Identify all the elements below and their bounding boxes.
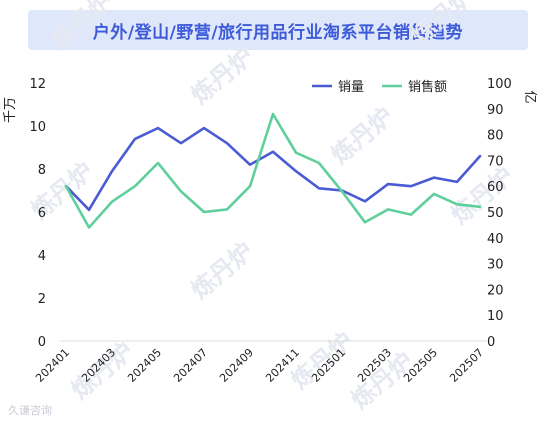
y-right-tick-label: 100 <box>487 77 512 92</box>
chart-title-bar: 户外/登山/野营/旅行用品行业淘系平台销售趋势 <box>28 10 528 50</box>
y-right-tick-label: 0 <box>487 335 495 350</box>
y-right-tick-label: 70 <box>487 154 504 169</box>
x-tick-label: 202507 <box>447 346 486 385</box>
y-left-tick-label: 10 <box>29 120 46 135</box>
y-right-tick-label: 90 <box>487 103 504 118</box>
y-left-tick-label: 2 <box>38 292 46 307</box>
watermark-text: 炼丹炉 <box>46 0 119 55</box>
x-tick-label: 202409 <box>217 346 256 385</box>
watermark-text: 炼丹炉 <box>446 162 519 230</box>
x-tick-label: 202407 <box>171 346 210 385</box>
y-right-tick-label: 10 <box>487 309 504 324</box>
watermark-text: 炼丹炉 <box>406 0 479 50</box>
y-right-tick-label: 60 <box>487 180 504 195</box>
watermark-text: 炼丹炉 <box>186 237 259 305</box>
series-line-revenue <box>64 112 482 229</box>
y-right-tick-label: 40 <box>487 232 504 247</box>
legend-label: 销售额 <box>408 79 447 95</box>
y-left-tick-label: 6 <box>38 206 46 221</box>
watermark-text: 炼丹炉 <box>326 102 399 170</box>
y-left-tick-label: 4 <box>38 249 46 264</box>
y-right-tick-label: 20 <box>487 283 504 298</box>
y-axis-left-title: 千万 <box>3 97 18 123</box>
y-right-tick-label: 80 <box>487 129 504 144</box>
source-label: 久谦咨询 <box>8 404 52 417</box>
chart-title: 户外/登山/野营/旅行用品行业淘系平台销售趋势 <box>92 22 464 43</box>
y-right-tick-label: 30 <box>487 258 504 273</box>
y-left-tick-label: 8 <box>38 163 46 178</box>
y-axis-right-title: 亿 <box>522 90 537 103</box>
series-line-volume <box>64 126 482 212</box>
y-right-tick-label: 50 <box>487 206 504 221</box>
y-left-tick-label: 12 <box>29 77 46 92</box>
watermark-text: 炼丹炉 <box>186 42 259 110</box>
watermark-text: 炼丹炉 <box>286 327 359 395</box>
legend-label: 销量 <box>338 80 364 95</box>
y-left-tick-label: 0 <box>38 335 46 350</box>
x-tick-label: 202401 <box>33 346 72 385</box>
